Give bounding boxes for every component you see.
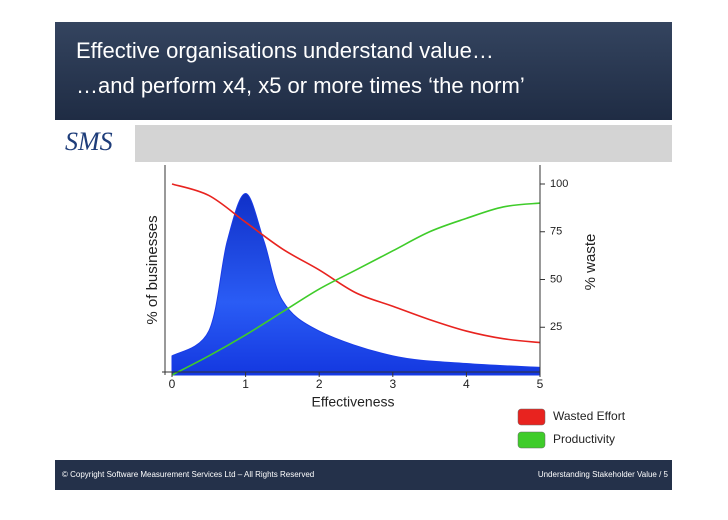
title-line: Effective organisations understand value… [76,38,494,63]
x-tick-label: 2 [316,377,323,391]
y2-axis-label: % waste [582,234,599,291]
header-bar [55,22,672,120]
series-line [171,202,541,376]
y2-tick-label: 50 [550,273,562,285]
plot: 0 1 2 3 4 5 25 50 75 100 [162,165,568,391]
y2-tick-label: 25 [550,321,562,333]
x-tick-label: 1 [242,377,249,391]
x-tick-label: 0 [169,377,176,391]
distribution-area [171,193,541,376]
series-line [171,183,541,344]
footer-bar [55,460,672,490]
y-axis-label: % of businesses [144,215,161,324]
logo: SMS [65,127,113,156]
legend-label: Productivity [553,432,615,446]
x-axis-label: Effectiveness [311,394,394,410]
footer-left: © Copyright Software Measurement Service… [62,470,314,479]
logo-strip [135,125,672,162]
content [55,120,672,460]
footer-right: Understanding Stakeholder Value / 5 [538,470,669,479]
y2-tick-label: 75 [550,226,562,238]
y2-tick-label: 100 [550,178,568,190]
x-tick-label: 3 [389,377,396,391]
x-tick-label: 5 [537,377,544,391]
legend-label: Wasted Effort [553,409,626,423]
legend-swatch [517,431,546,449]
title-line: …and perform x4, x5 or more times ‘the n… [76,73,525,98]
x-tick-label: 4 [463,377,470,391]
legend-swatch [517,408,546,426]
